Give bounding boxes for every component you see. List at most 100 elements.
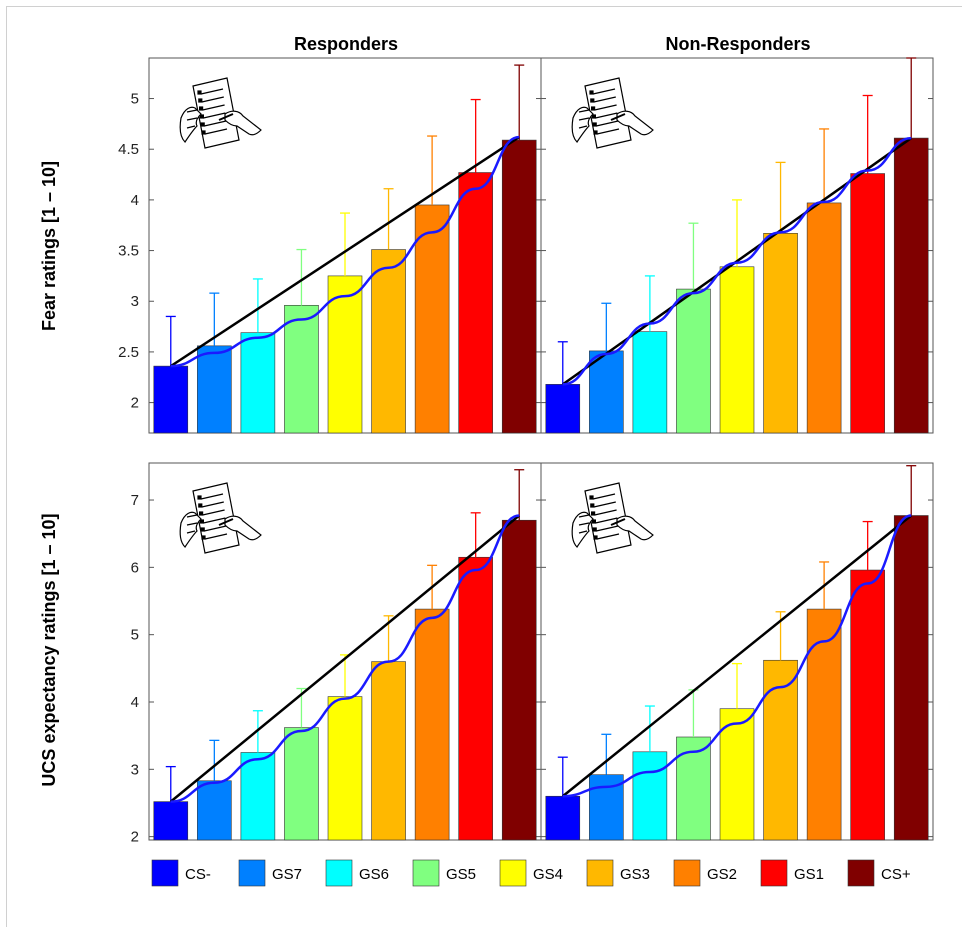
checkbox xyxy=(591,114,596,119)
pen xyxy=(610,113,626,121)
y-tick-label: 3.5 xyxy=(118,243,139,260)
bar-CS- xyxy=(153,365,189,434)
legend-label-GS5: GS5 xyxy=(446,866,476,883)
right-hand xyxy=(224,515,262,541)
y-tick-label: 4.5 xyxy=(118,141,139,158)
paper-line xyxy=(594,509,617,516)
linear-line xyxy=(562,137,912,386)
paper-line xyxy=(596,128,620,135)
legend-swatch-GS6 xyxy=(325,859,353,887)
checkbox xyxy=(591,106,596,111)
bar-GS2 xyxy=(414,204,450,434)
right-hand xyxy=(616,110,654,136)
paper-line xyxy=(595,517,618,524)
bar-CS- xyxy=(545,795,581,841)
left-hand xyxy=(179,511,202,548)
checkbox xyxy=(592,527,597,532)
left-hand xyxy=(571,106,594,143)
legend-label-CS-: CS- xyxy=(185,866,211,883)
left-hand xyxy=(571,511,594,548)
legend-swatch-GS7 xyxy=(238,859,266,887)
bar-GS3 xyxy=(371,661,406,841)
row-label-fear: Fear ratings [1 – 10] xyxy=(39,161,59,331)
fit-curve xyxy=(170,135,520,368)
pen xyxy=(218,113,234,121)
paper-line xyxy=(202,509,225,516)
checkbox xyxy=(200,527,205,532)
legend-swatch-CS- xyxy=(151,859,179,887)
paper-line xyxy=(592,88,616,95)
legend-swatch-GS2 xyxy=(673,859,701,887)
bar-GS6 xyxy=(632,751,668,841)
legend-label-GS2: GS2 xyxy=(707,866,737,883)
fit-curve xyxy=(562,514,912,798)
checkbox xyxy=(199,511,204,516)
right-hand xyxy=(616,515,654,541)
paper-line xyxy=(596,533,620,540)
fit-curve xyxy=(562,136,912,386)
pen xyxy=(610,518,626,526)
questionnaire-icon xyxy=(179,77,262,149)
row-label-ucs-expectancy: UCS expectancy ratings [1 – 10] xyxy=(39,513,59,786)
column-title-responders: Responders xyxy=(294,34,398,54)
checkbox xyxy=(199,114,204,119)
checkbox xyxy=(591,511,596,516)
paper-line xyxy=(594,104,617,111)
left-fingers xyxy=(186,109,198,129)
paper-line xyxy=(202,104,225,111)
bar-GS4 xyxy=(719,266,755,434)
panel-responders-ucs: 2 3 4 5 6 7 xyxy=(131,462,542,846)
checkbox xyxy=(592,122,597,127)
bar-CS- xyxy=(153,801,189,841)
bar-GS7 xyxy=(197,345,232,434)
questionnaire-icon xyxy=(571,77,654,149)
bar-GS5 xyxy=(676,288,711,434)
bar-GS1 xyxy=(458,172,493,434)
legend-swatch-GS4 xyxy=(499,859,527,887)
y-tick-label: 7 xyxy=(131,492,139,509)
checkbox xyxy=(200,122,205,127)
paper-line xyxy=(592,493,616,500)
legend-swatch-CS+ xyxy=(847,859,875,887)
bar-GS3 xyxy=(371,249,406,434)
y-tick-label: 2.5 xyxy=(118,344,139,361)
bar-GS5 xyxy=(284,304,319,434)
legend-label-GS3: GS3 xyxy=(620,866,650,883)
paper-line xyxy=(203,112,226,119)
bar-GS5 xyxy=(284,727,319,841)
checkbox xyxy=(201,535,206,540)
checkbox xyxy=(593,535,598,540)
legend-swatch-GS1 xyxy=(760,859,788,887)
bar-GS4 xyxy=(327,696,363,841)
panel-responders-fear: 2 2.5 3 3.5 4 4.5 5 xyxy=(118,57,542,434)
bar-CS+ xyxy=(501,139,537,434)
paper-line xyxy=(595,112,618,119)
bar-GS6 xyxy=(240,332,276,434)
bar-CS+ xyxy=(893,137,929,434)
legend-label-GS7: GS7 xyxy=(272,866,302,883)
y-tick-label: 2 xyxy=(131,829,139,846)
left-hand xyxy=(179,106,202,143)
paper-line xyxy=(596,120,619,127)
bar-CS- xyxy=(545,384,581,434)
legend-label-GS4: GS4 xyxy=(533,866,563,883)
paper-line xyxy=(201,501,224,508)
bar-GS4 xyxy=(719,708,755,841)
paper-line xyxy=(593,96,616,103)
pen xyxy=(218,518,234,526)
paper-line xyxy=(204,128,228,135)
figure-frame xyxy=(6,6,962,927)
bar-GS2 xyxy=(806,202,842,434)
legend: CS- GS7 GS6 GS5 GS4 GS3 GS2 GS1 CS+ xyxy=(151,859,911,887)
left-fingers xyxy=(186,514,198,534)
linear-line xyxy=(170,136,520,368)
bar-CS+ xyxy=(893,515,929,841)
bar-GS1 xyxy=(850,173,885,434)
left-fingers xyxy=(578,514,590,534)
y-tick-label: 3 xyxy=(131,293,139,310)
legend-swatch-GS3 xyxy=(586,859,614,887)
bar-GS1 xyxy=(458,556,493,841)
checkbox xyxy=(197,495,202,500)
legend-label-CS+: CS+ xyxy=(881,866,911,883)
